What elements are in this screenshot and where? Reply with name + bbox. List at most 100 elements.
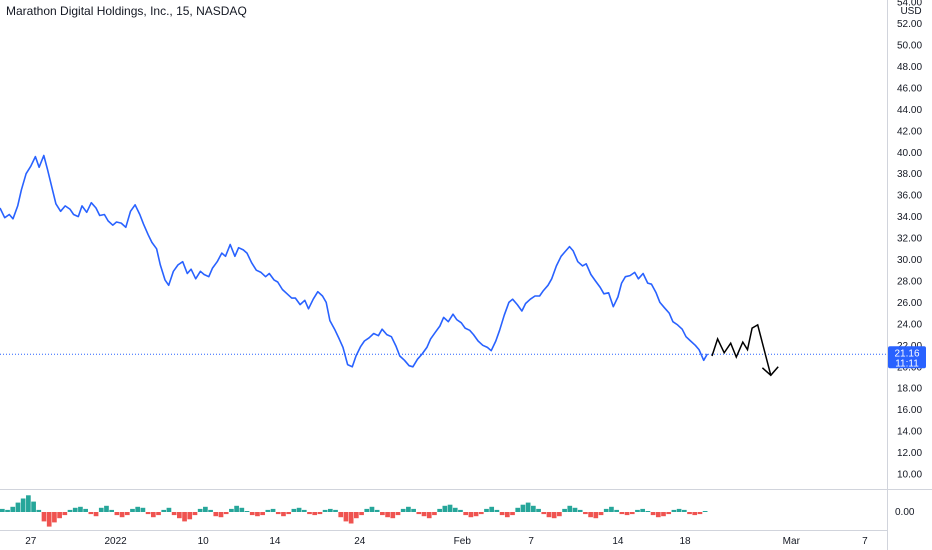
histogram-bar — [182, 512, 187, 522]
histogram-bar — [468, 512, 474, 518]
price-tick-label: 42.00 — [897, 126, 922, 137]
histogram-bar — [473, 512, 479, 517]
bar-countdown: 11:11 — [895, 358, 919, 369]
histogram-bar — [72, 507, 78, 512]
price-tick-label: 38.00 — [897, 169, 922, 180]
histogram-bar — [531, 505, 536, 512]
histogram-bar — [354, 512, 359, 519]
histogram-bar — [551, 512, 557, 519]
histogram-bar — [218, 512, 224, 518]
histogram-bar — [286, 512, 292, 515]
histogram-bar — [629, 512, 635, 515]
histogram-bar — [478, 512, 484, 515]
price-tick-label: 24.00 — [897, 319, 922, 330]
time-tick-label: 10 — [198, 536, 210, 547]
price-tick-label: 40.00 — [897, 148, 922, 159]
time-axis-labels[interactable]: 27 2022 10 14 24 Feb 7 14 18 Mar 7 — [25, 536, 868, 547]
histogram-bar — [93, 512, 99, 517]
histogram-bar — [265, 509, 271, 512]
time-tick-label: 18 — [679, 536, 691, 547]
histogram-bar — [109, 509, 115, 512]
histogram-bar — [385, 512, 390, 518]
histogram-bar — [114, 512, 120, 516]
histogram-bar — [31, 501, 36, 512]
histogram-bar — [598, 512, 604, 516]
price-tick-label: 36.00 — [897, 191, 922, 202]
histogram-bar — [171, 512, 177, 516]
time-tick-label: 14 — [269, 536, 281, 547]
histogram-bar — [421, 512, 427, 517]
histogram-bar — [681, 509, 687, 512]
histogram-bar — [437, 508, 442, 512]
histogram-bar — [161, 509, 167, 512]
price-axis-labels[interactable]: 54.00 52.00 50.00 48.00 46.00 44.00 42.00 40.00… — [897, 0, 922, 481]
histogram-bar — [463, 512, 469, 516]
time-tick-label: 24 — [354, 536, 366, 547]
histogram-bar — [98, 507, 104, 512]
histogram-bar — [88, 512, 94, 515]
histogram-bar — [124, 512, 130, 516]
histogram-bar — [104, 505, 109, 512]
histogram-bar — [458, 509, 463, 512]
histogram-bar — [619, 512, 625, 515]
histogram-bar — [661, 512, 666, 517]
currency-label: USD — [900, 6, 921, 17]
histogram-bar — [447, 504, 453, 512]
histogram-bar — [83, 508, 88, 512]
histogram-bar — [130, 508, 135, 512]
histogram-bar — [0, 508, 5, 512]
histogram-bar — [406, 506, 411, 512]
histogram-bar — [156, 512, 161, 516]
last-price-badge-bg — [888, 346, 926, 369]
histogram-bar — [338, 512, 344, 518]
histogram-bar — [150, 512, 156, 518]
histogram-bar — [135, 506, 141, 512]
histogram-bar — [697, 512, 703, 515]
price-tick-label: 46.00 — [897, 83, 922, 94]
price-tick-label: 32.00 — [897, 234, 922, 245]
histogram-bar — [432, 512, 437, 516]
histogram-bar — [593, 512, 599, 519]
histogram-bar — [452, 507, 458, 512]
histogram-bar — [676, 508, 682, 512]
histogram-bar — [62, 512, 68, 516]
histogram-bar — [364, 508, 370, 512]
histogram-bar — [244, 511, 250, 512]
histogram-bar — [504, 512, 510, 518]
projection-drawing-layer[interactable] — [711, 323, 779, 377]
histogram-bar — [489, 506, 495, 512]
histogram-bar — [645, 511, 651, 512]
histogram-bar — [426, 512, 432, 519]
histogram-bar — [380, 512, 385, 516]
projection-path — [711, 323, 772, 376]
time-tick-label: Feb — [454, 536, 472, 547]
histogram-bar — [510, 512, 515, 516]
time-tick-label: 7 — [862, 536, 868, 547]
histogram-bar — [442, 505, 448, 512]
price-tick-label: 10.00 — [897, 470, 922, 481]
histogram-bar — [57, 512, 62, 519]
histogram-bar — [603, 508, 609, 512]
histogram-bar — [36, 509, 42, 512]
price-tick-label: 16.00 — [897, 405, 922, 416]
histogram-bar — [255, 512, 260, 517]
histogram-bar — [614, 509, 619, 512]
time-tick-label: 2022 — [104, 536, 127, 547]
histogram-bar — [333, 509, 338, 512]
histogram-bar — [20, 498, 26, 512]
histogram-bar — [177, 512, 182, 519]
time-tick-label: 7 — [528, 536, 534, 547]
price-tick-label: 12.00 — [897, 448, 922, 459]
histogram-bar — [15, 502, 21, 512]
histogram-bar — [557, 512, 562, 517]
histogram-bar — [369, 506, 375, 512]
histogram-bar — [499, 512, 505, 516]
price-series-layer — [0, 154, 709, 368]
histogram-bar — [5, 509, 10, 512]
histogram-bar — [343, 512, 349, 522]
histogram-bar — [692, 512, 698, 516]
histogram-bar — [275, 512, 281, 515]
price-tick-label: 14.00 — [897, 427, 922, 438]
histogram-bar — [140, 507, 146, 512]
